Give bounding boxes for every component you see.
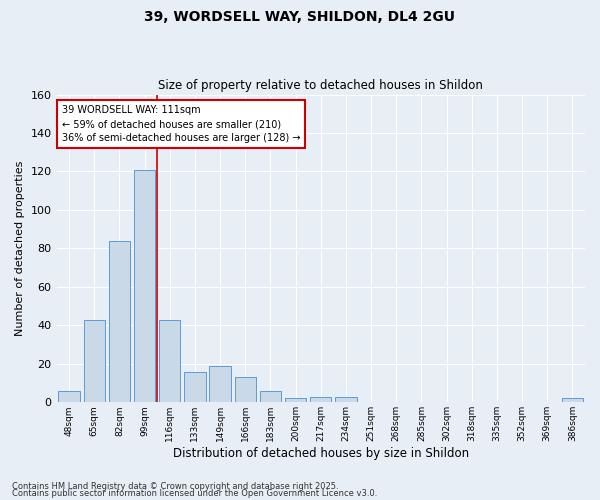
Bar (58, 391, 80, 402)
Bar (285, 398, 307, 402)
Bar (134, 170, 155, 402)
Bar (310, 396, 331, 402)
Bar (562, 398, 583, 402)
Bar (159, 320, 181, 402)
Bar (235, 378, 256, 402)
X-axis label: Distribution of detached houses by size in Shildon: Distribution of detached houses by size … (173, 447, 469, 460)
Text: 39 WORDSELL WAY: 111sqm
← 59% of detached houses are smaller (210)
36% of semi-d: 39 WORDSELL WAY: 111sqm ← 59% of detache… (62, 106, 301, 144)
Bar (109, 240, 130, 402)
Title: Size of property relative to detached houses in Shildon: Size of property relative to detached ho… (158, 79, 483, 92)
Bar (335, 396, 356, 402)
Y-axis label: Number of detached properties: Number of detached properties (15, 160, 25, 336)
Bar (83, 320, 105, 402)
Text: Contains public sector information licensed under the Open Government Licence v3: Contains public sector information licen… (12, 490, 377, 498)
Bar (184, 372, 206, 402)
Text: Contains HM Land Registry data © Crown copyright and database right 2025.: Contains HM Land Registry data © Crown c… (12, 482, 338, 491)
Text: 39, WORDSELL WAY, SHILDON, DL4 2GU: 39, WORDSELL WAY, SHILDON, DL4 2GU (145, 10, 455, 24)
Bar (209, 366, 231, 403)
Bar (260, 391, 281, 402)
